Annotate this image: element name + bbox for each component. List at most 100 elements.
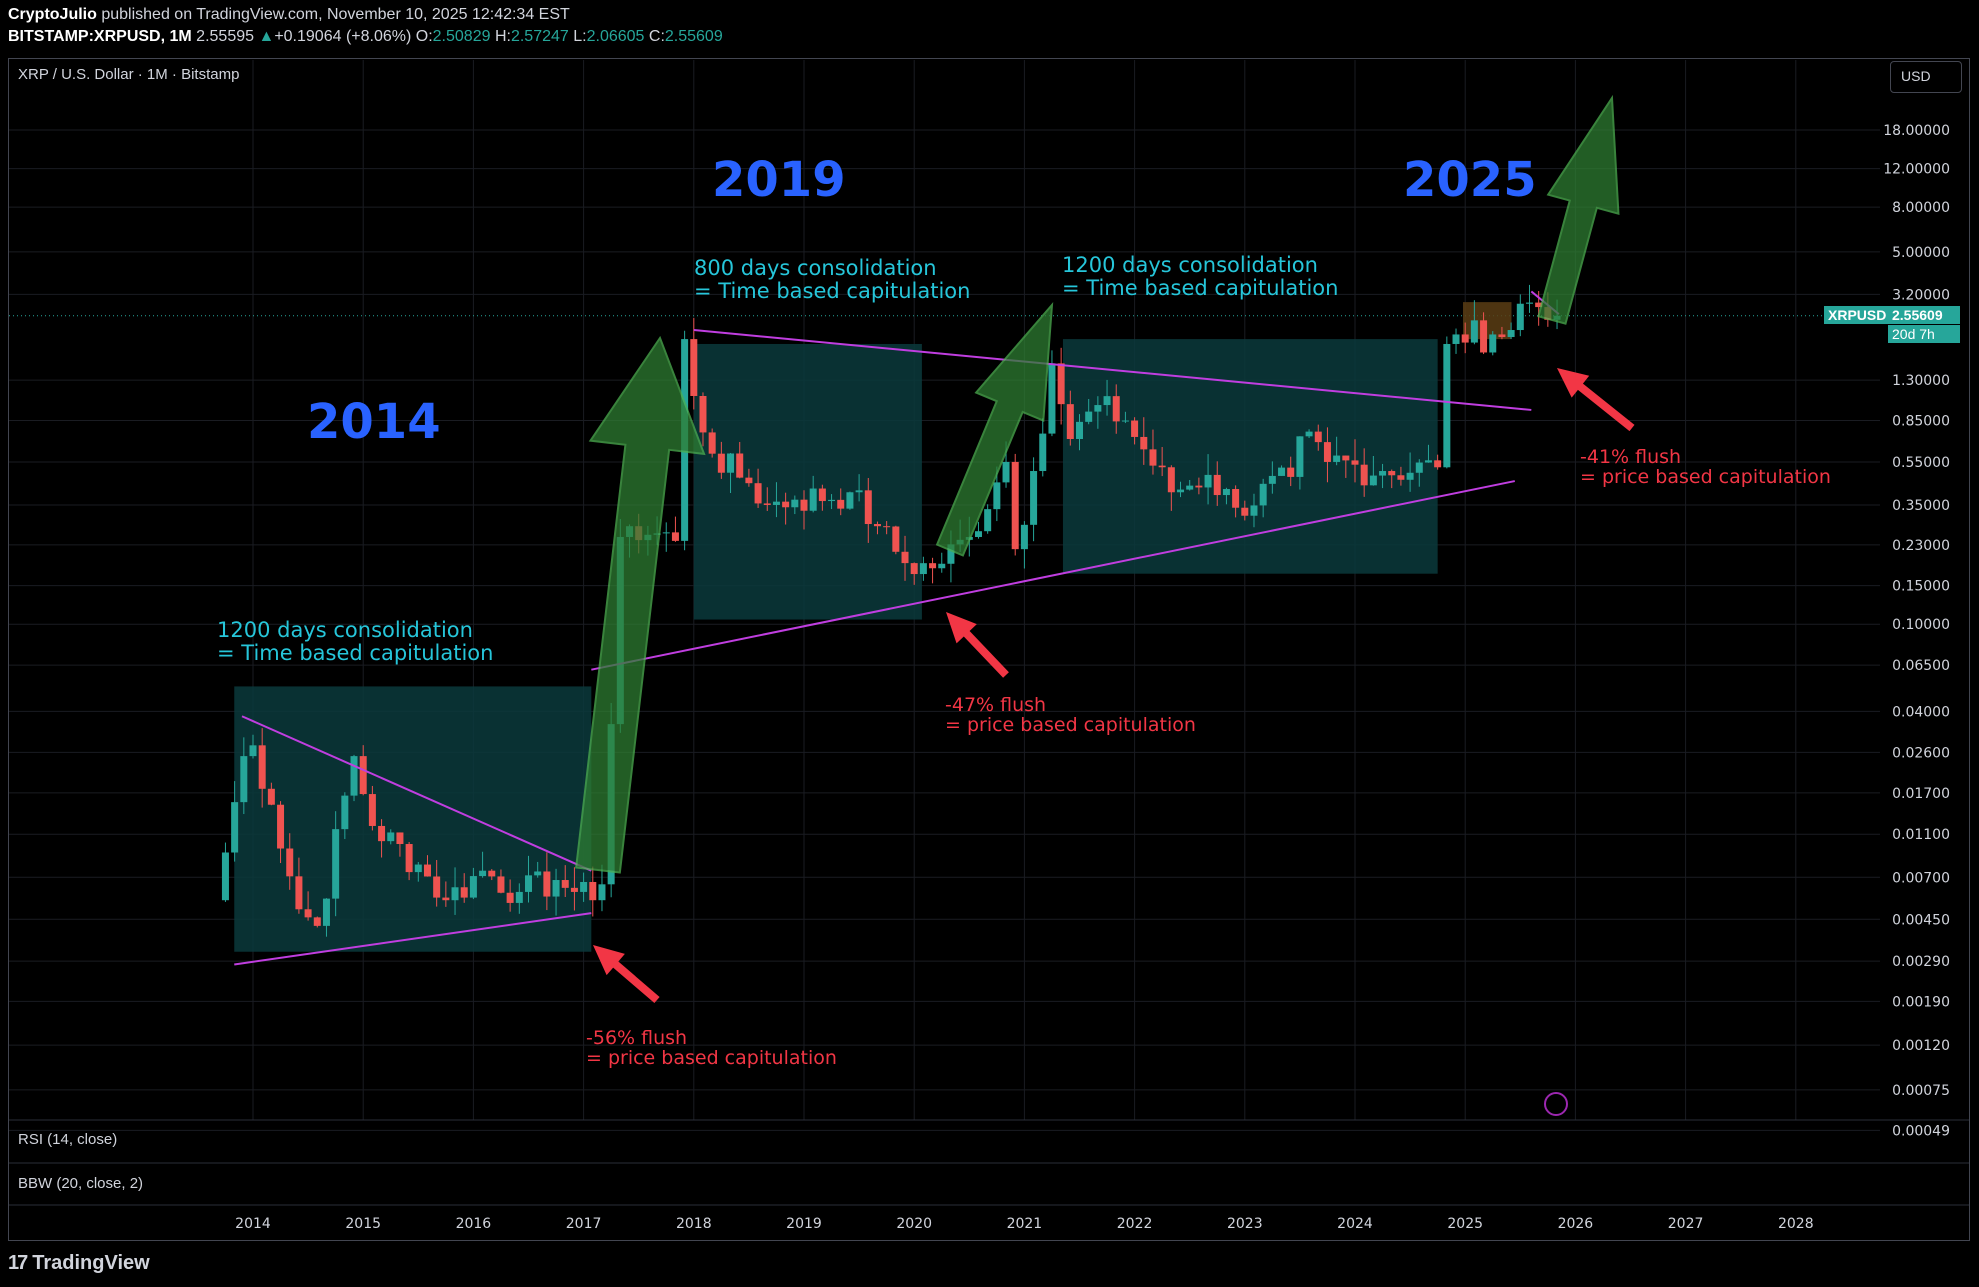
year-annotation: 2025 xyxy=(1403,152,1537,208)
candle-body xyxy=(1222,489,1230,496)
candle-body xyxy=(286,848,294,877)
flush-annotation: -56% flush xyxy=(586,1027,687,1049)
candle-body xyxy=(772,501,780,505)
candle-body xyxy=(828,499,836,502)
candle-body xyxy=(1076,421,1083,440)
candle-body xyxy=(892,526,900,552)
candle-body xyxy=(1278,467,1286,476)
candle-body xyxy=(570,887,578,892)
candle-body xyxy=(1085,411,1093,422)
y-axis-tick-label: 0.23000 xyxy=(1892,538,1950,554)
candle-body xyxy=(1259,483,1267,506)
candle-body xyxy=(506,892,514,903)
candle-body xyxy=(791,499,799,508)
candle-body xyxy=(414,864,422,873)
candle-body xyxy=(1057,363,1065,405)
green-up-arrow-icon xyxy=(935,302,1054,557)
flush-annotation: -41% flush xyxy=(1580,446,1681,468)
bbw-indicator-label[interactable]: BBW (20, close, 2) xyxy=(18,1175,144,1192)
candle-body xyxy=(1452,334,1460,344)
candle-body xyxy=(1342,455,1350,461)
trendline-long-support[interactable] xyxy=(591,480,1515,671)
x-axis-tick-label: 2028 xyxy=(1778,1216,1814,1232)
y-axis-tick-label: 0.10000 xyxy=(1892,617,1950,633)
candle-body xyxy=(1250,505,1258,516)
candle-body xyxy=(423,864,431,877)
currency-button[interactable]: USD xyxy=(1890,61,1962,93)
candle-body xyxy=(1167,467,1175,493)
candle-body xyxy=(1415,462,1423,473)
candle-body xyxy=(1434,460,1442,468)
trendline-support-2014[interactable] xyxy=(234,912,592,966)
candle-body xyxy=(727,453,735,473)
consolidation-box xyxy=(1062,339,1438,574)
x-axis-tick-label: 2015 xyxy=(345,1216,381,1232)
flush-annotation: -47% flush xyxy=(945,694,1046,716)
tradingview-logo[interactable]: 17 TradingView xyxy=(8,1252,150,1275)
chart-title: XRP / U.S. Dollar · 1M · Bitstamp xyxy=(18,66,240,83)
trendline-long-resistance[interactable] xyxy=(693,329,1532,411)
candle-body xyxy=(1516,303,1524,331)
candle-body xyxy=(1323,442,1331,462)
consolidation-annotation: = Time based capitulation xyxy=(1062,276,1338,300)
rsi-indicator-label[interactable]: RSI (14, close) xyxy=(18,1131,118,1148)
candle-body xyxy=(396,832,404,845)
sparkle-icon[interactable] xyxy=(1544,1092,1568,1116)
candle-body xyxy=(1397,475,1405,480)
publisher-line: CryptoJulio published on TradingView.com… xyxy=(8,4,723,26)
candle-body xyxy=(267,788,275,805)
candle-body xyxy=(515,891,523,903)
candle-body xyxy=(258,745,266,789)
candle-body xyxy=(561,880,569,888)
x-axis-tick-label: 2026 xyxy=(1558,1216,1594,1232)
y-axis-tick-label: 0.00700 xyxy=(1892,870,1950,886)
candle-body xyxy=(1048,363,1056,434)
consolidation-box xyxy=(693,343,922,620)
y-axis-tick-label: 0.55000 xyxy=(1892,455,1950,471)
candle-body xyxy=(1039,433,1047,472)
candle-body xyxy=(221,852,229,901)
green-up-arrow-icon xyxy=(575,335,706,874)
candle-body xyxy=(1470,320,1478,343)
x-axis-tick-label: 2020 xyxy=(896,1216,932,1232)
candle-body xyxy=(1535,302,1543,308)
last-price: 2.55595 xyxy=(196,28,255,45)
candle-body xyxy=(1287,467,1295,477)
candle-body xyxy=(662,532,670,534)
y-axis-tick-label: 12.00000 xyxy=(1883,162,1950,178)
green-up-arrow-icon xyxy=(1537,94,1620,325)
countdown-tag: 20d 7h xyxy=(1888,325,1960,343)
author-name[interactable]: CryptoJulio xyxy=(8,6,97,23)
candle-body xyxy=(873,524,881,527)
candle-body xyxy=(240,756,248,803)
candle-body xyxy=(846,492,854,509)
x-axis-tick-label: 2022 xyxy=(1117,1216,1153,1232)
candle-body xyxy=(451,887,459,901)
candle-body xyxy=(1480,320,1488,353)
trendline-resistance-2014[interactable] xyxy=(241,715,592,872)
tradingview-logo-icon: 17 xyxy=(8,1252,28,1274)
candle-body xyxy=(1360,464,1368,486)
x-axis-tick-label: 2014 xyxy=(235,1216,271,1232)
candle-body xyxy=(974,531,982,537)
x-axis-tick-label: 2017 xyxy=(566,1216,602,1232)
close-value: 2.55609 xyxy=(664,28,723,45)
candle-body xyxy=(809,488,817,511)
candle-body xyxy=(1020,524,1028,550)
candle-body xyxy=(368,794,376,826)
candle-body xyxy=(1195,485,1203,488)
candle-body xyxy=(378,825,386,842)
candle-body xyxy=(883,526,891,528)
flush-annotation: = price based capitulation xyxy=(945,714,1196,736)
candle-body xyxy=(1140,436,1148,450)
candle-body xyxy=(929,563,937,569)
low-value: 2.06605 xyxy=(586,28,645,45)
y-axis-tick-label: 0.02600 xyxy=(1892,745,1950,761)
y-axis-tick-label: 0.00075 xyxy=(1892,1083,1950,1099)
consolidation-annotation: 1200 days consolidation xyxy=(217,618,473,642)
candle-body xyxy=(1213,474,1221,496)
candle-body xyxy=(864,490,872,525)
candle-body xyxy=(1379,471,1387,476)
candle-body xyxy=(580,881,588,892)
